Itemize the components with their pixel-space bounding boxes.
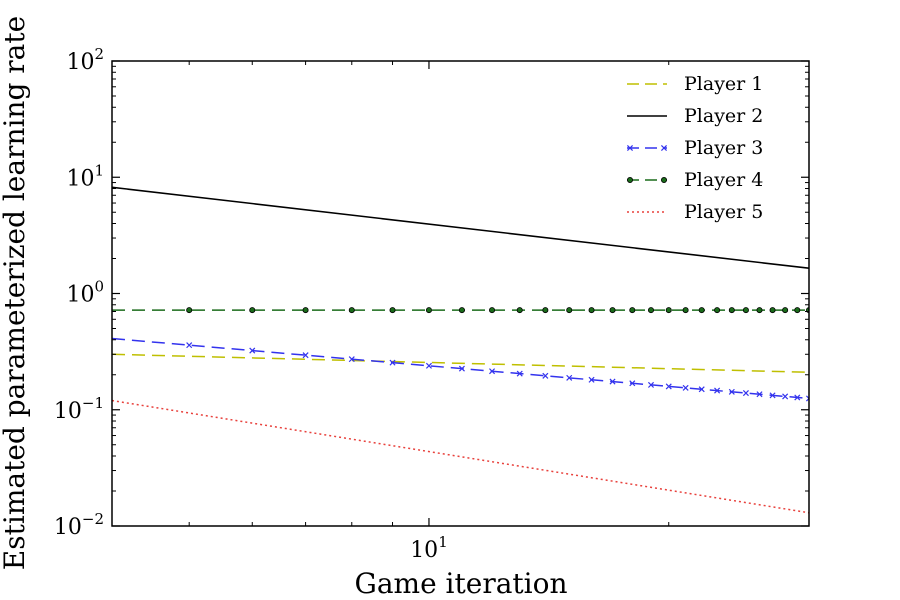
data-point-player-3-9 [516, 370, 523, 377]
series-line-1 [112, 353, 809, 374]
data-point-player-3-25 [794, 394, 801, 401]
data-point-player-4-21 [742, 307, 749, 314]
data-point-player-3-2 [249, 347, 256, 354]
legend-item-5: Player 5 [627, 201, 763, 223]
legend-marker-3-a [626, 144, 634, 152]
data-point-player-4-19 [714, 307, 721, 314]
series-line-3 [112, 337, 809, 400]
y-tick-label-1: 10−1 [54, 394, 104, 424]
legend-item-2: Player 2 [627, 105, 763, 127]
data-point-player-3-5 [389, 359, 396, 366]
data-point-player-3-1 [186, 342, 193, 349]
x-tick-label-0: 101 [410, 533, 448, 563]
legend-label-2: Player 2 [684, 105, 763, 127]
legend: Player 1 Player 2 Player 3 Player 4 Player 5 [626, 73, 763, 223]
data-point-player-3-7 [458, 365, 465, 372]
legend-marker-4-a [627, 176, 634, 183]
data-point-player-3-23 [769, 392, 776, 399]
data-point-player-3-6 [425, 362, 432, 369]
legend-item-4: Player 4 [627, 169, 763, 191]
data-point-player-4-15 [647, 307, 654, 314]
data-point-player-4-6 [425, 307, 432, 314]
data-point-player-4-13 [609, 307, 616, 314]
data-point-player-4-10 [542, 307, 549, 314]
legend-marker-4-b [661, 176, 668, 183]
data-point-player-3-20 [728, 388, 735, 395]
data-point-player-4-1 [186, 307, 193, 314]
legend-marker-3-b [660, 144, 668, 152]
data-point-player-4-16 [665, 307, 672, 314]
data-point-player-4-12 [588, 307, 595, 314]
data-point-player-3-13 [609, 378, 616, 385]
ticks-layer: 10−2 10−1 100 101 102 101 [54, 45, 809, 563]
legend-label-4: Player 4 [684, 169, 763, 191]
data-point-player-3-16 [665, 383, 672, 390]
data-point-player-4-25 [794, 307, 801, 314]
series-layer [112, 186, 809, 514]
data-point-player-3-24 [782, 393, 789, 400]
data-point-player-3-11 [566, 374, 573, 381]
data-point-player-3-22 [756, 391, 763, 398]
data-point-player-4-8 [489, 307, 496, 314]
data-point-player-3-19 [714, 387, 721, 394]
data-point-player-4-5 [389, 307, 396, 314]
data-point-player-4-3 [302, 307, 309, 314]
data-point-player-3-26 [805, 395, 809, 402]
series-player-1 [112, 353, 809, 374]
data-point-player-4-24 [782, 307, 789, 314]
data-point-player-3-18 [698, 386, 705, 393]
data-point-player-4-22 [756, 307, 763, 314]
plot-frame [111, 60, 810, 527]
series-line-2 [112, 186, 809, 270]
data-point-player-3-10 [542, 372, 549, 379]
series-player-4 [112, 307, 809, 314]
data-point-player-4-9 [516, 307, 523, 314]
y-tick-label-2: 100 [66, 278, 104, 308]
data-point-player-3-8 [489, 368, 496, 375]
data-point-player-4-23 [769, 307, 776, 314]
data-point-player-4-17 [682, 307, 689, 314]
data-point-player-3-3 [302, 352, 309, 359]
legend-item-1: Player 1 [627, 73, 763, 95]
x-axis-title: Game iteration [354, 567, 567, 600]
y-tick-label-0: 10−2 [54, 510, 104, 540]
legend-label-5: Player 5 [684, 201, 763, 223]
plot-background [112, 61, 809, 526]
data-point-player-3-12 [588, 376, 595, 383]
data-point-player-3-14 [629, 380, 636, 387]
data-point-player-3-15 [647, 381, 655, 388]
series-player-2 [112, 186, 809, 270]
data-point-player-4-14 [629, 307, 636, 314]
series-player-3 [112, 337, 809, 402]
data-point-player-4-2 [249, 307, 256, 314]
legend-label-3: Player 3 [684, 137, 763, 159]
y-axis-title: Estimated parameterized learning rate [0, 16, 31, 570]
data-point-player-4-7 [458, 307, 465, 314]
y-tick-label-4: 102 [66, 45, 104, 75]
data-point-player-3-17 [682, 384, 689, 391]
data-point-player-4-11 [566, 307, 573, 314]
legend-label-1: Player 1 [684, 73, 763, 95]
data-point-player-4-20 [728, 307, 735, 314]
legend-item-3: Player 3 [626, 137, 763, 159]
y-tick-label-3: 101 [66, 161, 104, 191]
data-point-player-4-18 [698, 307, 705, 314]
data-point-player-3-21 [742, 390, 749, 397]
data-point-player-3-4 [348, 356, 355, 363]
data-point-player-4-4 [348, 307, 355, 314]
